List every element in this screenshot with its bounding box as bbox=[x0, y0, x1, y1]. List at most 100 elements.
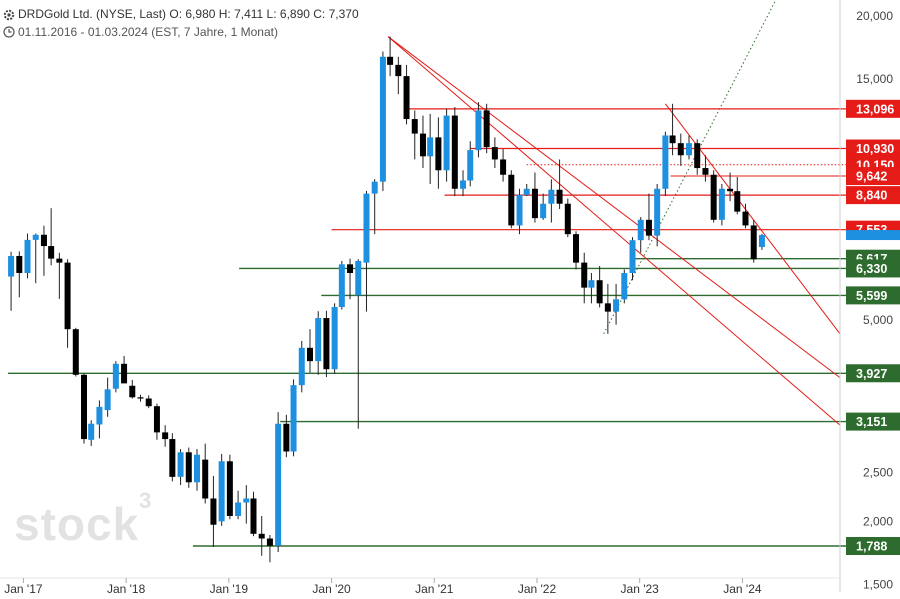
level-label-1: 10,930 bbox=[846, 139, 900, 158]
x-tick-label-7: Jan '24 bbox=[723, 582, 762, 596]
candle-body-40 bbox=[331, 307, 338, 370]
candle-body-54 bbox=[443, 115, 450, 171]
y-tick-label-4: 2,000 bbox=[863, 514, 893, 528]
candle-body-81 bbox=[662, 135, 669, 189]
candle-body-76 bbox=[621, 273, 628, 300]
candle-body-90 bbox=[734, 191, 741, 212]
x-tick-label-0: Jan '17 bbox=[4, 582, 43, 596]
candle-body-22 bbox=[185, 452, 192, 483]
candle-body-66 bbox=[540, 203, 547, 219]
candle-body-10 bbox=[88, 423, 95, 440]
candle-body-34 bbox=[283, 423, 290, 452]
candle-body-26 bbox=[218, 461, 225, 522]
candle-body-69 bbox=[564, 203, 571, 235]
candle-body-7 bbox=[64, 262, 71, 330]
candle-body-73 bbox=[596, 280, 603, 304]
candle-body-24 bbox=[202, 459, 209, 499]
candle-body-12 bbox=[104, 389, 111, 411]
trendline-2 bbox=[664, 103, 841, 335]
candle-body-39 bbox=[323, 318, 330, 370]
settings-icon[interactable] bbox=[3, 9, 15, 21]
level-label-box-8 bbox=[846, 286, 900, 305]
candle-body-44 bbox=[363, 193, 370, 263]
level-label-7: 6,330 bbox=[846, 259, 900, 278]
candle-body-57 bbox=[467, 150, 474, 181]
candle-body-52 bbox=[427, 137, 434, 157]
candle-body-30 bbox=[250, 498, 257, 534]
level-label-box-0 bbox=[846, 99, 900, 118]
level-label-text-7: 6,330 bbox=[856, 262, 887, 276]
y-tick-label-0: 20,000 bbox=[856, 9, 893, 23]
candle-body-29 bbox=[243, 498, 250, 503]
candle-body-28 bbox=[235, 502, 242, 516]
candle-body-87 bbox=[710, 174, 717, 220]
candle-body-86 bbox=[702, 168, 709, 175]
candle-body-0 bbox=[8, 255, 15, 277]
candle-body-15 bbox=[129, 385, 136, 398]
candle-body-27 bbox=[226, 461, 233, 516]
candle-body-55 bbox=[451, 115, 458, 189]
candle-body-80 bbox=[654, 188, 661, 236]
trendline-0 bbox=[387, 36, 841, 426]
x-tick-label-5: Jan '22 bbox=[518, 582, 557, 596]
level-label-11: 1,788 bbox=[846, 536, 900, 555]
candle-body-48 bbox=[395, 64, 402, 77]
candle-body-3 bbox=[32, 234, 39, 240]
candle-body-74 bbox=[604, 303, 611, 312]
y-tick-label-2: 5,000 bbox=[863, 313, 893, 327]
candle-body-60 bbox=[491, 147, 498, 160]
y-tick-label-3: 2,500 bbox=[863, 465, 893, 479]
level-label-box-11 bbox=[846, 536, 900, 555]
trendlines-layer bbox=[387, 0, 841, 426]
candle-body-92 bbox=[750, 225, 757, 260]
candle-body-45 bbox=[371, 181, 378, 194]
level-label-box-10 bbox=[846, 412, 900, 431]
candle-body-23 bbox=[193, 454, 200, 483]
candle-body-58 bbox=[475, 110, 482, 151]
x-tick-label-6: Jan '23 bbox=[621, 582, 660, 596]
level-label-text-9: 3,927 bbox=[856, 367, 887, 381]
level-label-0: 13,096 bbox=[846, 99, 900, 118]
level-label-text-4: 8,840 bbox=[856, 189, 887, 203]
candle-body-20 bbox=[169, 439, 176, 477]
level-label-8: 5,599 bbox=[846, 286, 900, 305]
level-label-text-0: 13,096 bbox=[856, 102, 894, 116]
date-range-header[interactable]: 01.11.2016 - 01.03.2024 (EST, 7 Jahre, 1… bbox=[18, 25, 278, 39]
candle-body-91 bbox=[742, 211, 749, 226]
level-label-box-9 bbox=[846, 364, 900, 383]
candle-body-46 bbox=[379, 56, 386, 182]
candle-body-8 bbox=[72, 329, 79, 375]
level-label-text-3: 9,642 bbox=[856, 170, 887, 184]
level-label-4: 8,840 bbox=[846, 186, 900, 205]
candle-body-84 bbox=[686, 143, 693, 156]
candle-body-2 bbox=[24, 239, 31, 274]
candle-body-53 bbox=[435, 137, 442, 171]
candle-body-31 bbox=[258, 533, 265, 539]
y-tick-label-1: 15,000 bbox=[856, 72, 893, 86]
trendline-1 bbox=[387, 36, 841, 379]
candle-body-14 bbox=[121, 363, 128, 384]
candle-body-93 bbox=[758, 235, 765, 247]
candle-body-19 bbox=[162, 432, 169, 440]
candle-body-62 bbox=[508, 174, 515, 226]
clock-icon[interactable] bbox=[3, 26, 15, 38]
candle-body-65 bbox=[531, 188, 538, 219]
candle-body-50 bbox=[411, 119, 418, 134]
candle-body-51 bbox=[419, 133, 426, 157]
candle-body-9 bbox=[81, 374, 88, 440]
candle-body-41 bbox=[338, 264, 345, 308]
candle-body-32 bbox=[266, 538, 273, 546]
instrument-header: DRDGold Ltd. (NYSE, Last) O: 6,980 H: 7,… bbox=[18, 7, 359, 21]
candle-body-71 bbox=[581, 262, 588, 288]
candle-body-56 bbox=[460, 180, 467, 189]
candle-body-25 bbox=[210, 498, 217, 525]
level-label-text-11: 1,788 bbox=[856, 539, 887, 553]
candle-body-67 bbox=[548, 189, 555, 204]
candle-body-64 bbox=[523, 188, 530, 195]
level-label-text-10: 3,151 bbox=[856, 415, 887, 429]
candle-body-43 bbox=[355, 260, 362, 296]
candle-body-17 bbox=[145, 398, 152, 407]
